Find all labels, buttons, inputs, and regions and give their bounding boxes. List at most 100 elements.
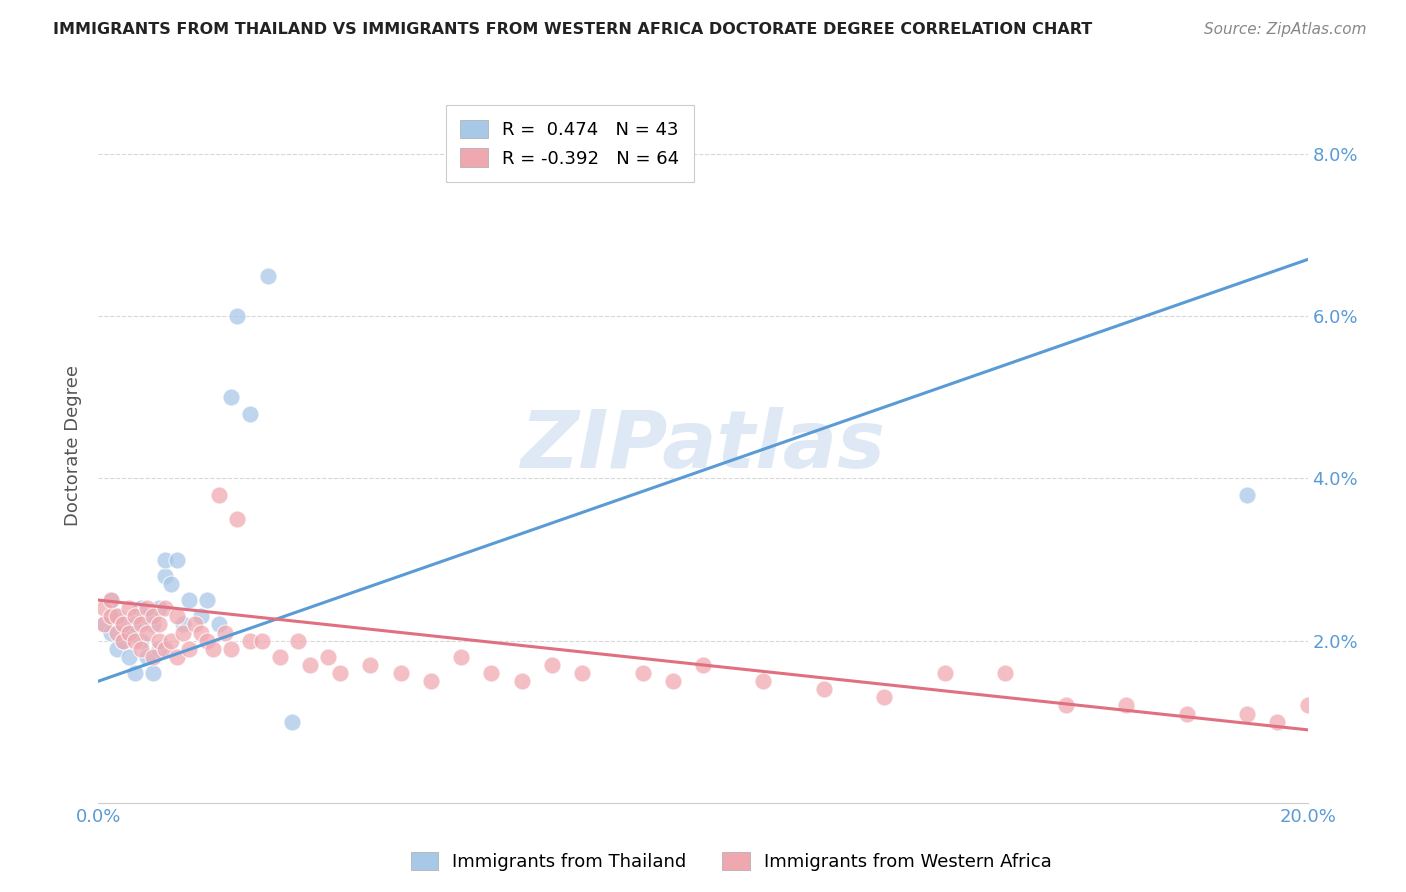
Point: [111, 617, 134, 632]
Point: [135, 625, 157, 640]
Text: Source: ZipAtlas.com: Source: ZipAtlas.com: [1204, 22, 1367, 37]
Point: [129, 633, 152, 648]
Point: [124, 633, 146, 648]
Point: [269, 649, 291, 664]
Point: [329, 666, 352, 681]
Point: [118, 625, 141, 640]
Point: [166, 649, 188, 664]
Point: [208, 488, 231, 502]
Legend: Immigrants from Thailand, Immigrants from Western Africa: Immigrants from Thailand, Immigrants fro…: [404, 845, 1059, 879]
Point: [184, 617, 207, 632]
Point: [153, 568, 176, 582]
Point: [124, 666, 146, 681]
Point: [93, 617, 115, 632]
Point: [221, 641, 243, 656]
Point: [93, 617, 115, 632]
Point: [148, 633, 170, 648]
Point: [179, 593, 201, 607]
Point: [160, 577, 183, 591]
Point: [142, 649, 165, 664]
Legend: R =  0.474   N = 43, R = -0.392   N = 64: R = 0.474 N = 43, R = -0.392 N = 64: [446, 105, 693, 182]
Point: [105, 609, 128, 624]
Point: [239, 633, 262, 648]
Point: [281, 714, 304, 729]
Point: [481, 666, 503, 681]
Point: [540, 657, 562, 672]
Point: [166, 552, 188, 566]
Point: [450, 649, 472, 664]
Point: [226, 512, 249, 526]
Point: [195, 593, 218, 607]
Point: [250, 633, 273, 648]
Point: [118, 649, 141, 664]
Point: [172, 617, 194, 632]
Point: [111, 633, 134, 648]
Point: [239, 407, 262, 421]
Point: [135, 649, 157, 664]
Point: [129, 641, 152, 656]
Point: [1115, 698, 1137, 713]
Point: [389, 666, 412, 681]
Point: [129, 601, 152, 615]
Text: ZIPatlas: ZIPatlas: [520, 407, 886, 485]
Point: [105, 641, 128, 656]
Point: [571, 666, 593, 681]
Point: [202, 641, 225, 656]
Point: [813, 682, 835, 697]
Point: [287, 633, 309, 648]
Point: [1236, 706, 1258, 721]
Point: [148, 617, 170, 632]
Point: [661, 674, 683, 689]
Point: [179, 641, 201, 656]
Point: [124, 609, 146, 624]
Point: [1296, 698, 1319, 713]
Point: [934, 666, 956, 681]
Point: [153, 601, 176, 615]
Y-axis label: Doctorate Degree: Doctorate Degree: [65, 366, 83, 526]
Point: [226, 310, 249, 324]
Point: [221, 390, 243, 404]
Point: [142, 666, 165, 681]
Point: [316, 649, 339, 664]
Point: [214, 625, 236, 640]
Point: [118, 601, 141, 615]
Point: [190, 625, 212, 640]
Point: [208, 617, 231, 632]
Point: [172, 625, 194, 640]
Point: [256, 268, 278, 283]
Point: [510, 674, 533, 689]
Point: [420, 674, 443, 689]
Point: [190, 609, 212, 624]
Point: [118, 625, 141, 640]
Point: [111, 617, 134, 632]
Point: [994, 666, 1017, 681]
Point: [148, 601, 170, 615]
Point: [166, 609, 188, 624]
Point: [100, 593, 122, 607]
Point: [100, 625, 122, 640]
Point: [100, 609, 122, 624]
Point: [360, 657, 382, 672]
Point: [142, 609, 165, 624]
Point: [1175, 706, 1198, 721]
Point: [160, 633, 183, 648]
Point: [105, 625, 128, 640]
Point: [142, 617, 165, 632]
Point: [100, 593, 122, 607]
Point: [153, 641, 176, 656]
Point: [1267, 714, 1289, 729]
Point: [1054, 698, 1077, 713]
Point: [129, 617, 152, 632]
Point: [195, 633, 218, 648]
Point: [299, 657, 322, 672]
Point: [124, 617, 146, 632]
Point: [873, 690, 896, 705]
Point: [135, 609, 157, 624]
Point: [692, 657, 714, 672]
Point: [135, 601, 157, 615]
Point: [111, 633, 134, 648]
Point: [148, 641, 170, 656]
Point: [93, 601, 115, 615]
Point: [752, 674, 775, 689]
Point: [153, 552, 176, 566]
